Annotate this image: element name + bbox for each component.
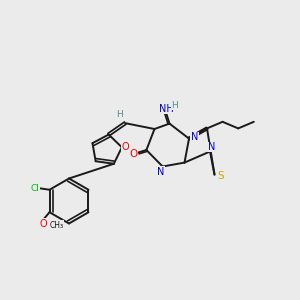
Text: H: H <box>116 110 123 119</box>
Text: CH₃: CH₃ <box>50 220 64 230</box>
Text: N: N <box>208 142 215 152</box>
Text: N: N <box>191 132 198 142</box>
Text: Cl: Cl <box>31 184 40 193</box>
Text: S: S <box>217 171 224 181</box>
Text: H: H <box>172 100 178 109</box>
Text: O: O <box>39 219 47 229</box>
Text: N: N <box>158 167 165 177</box>
Text: O: O <box>129 148 138 159</box>
Text: NH: NH <box>158 103 173 114</box>
Text: O: O <box>122 142 129 152</box>
